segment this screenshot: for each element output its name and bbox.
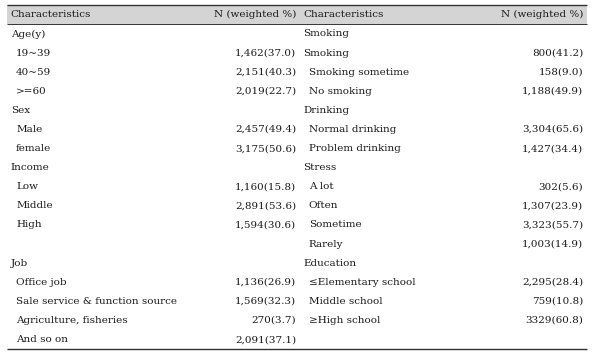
Text: Male: Male	[16, 125, 42, 134]
Text: 800(41.2): 800(41.2)	[532, 49, 583, 57]
Text: >=60: >=60	[16, 87, 47, 96]
Text: Drinking: Drinking	[304, 106, 350, 115]
Text: Characteristics: Characteristics	[304, 10, 384, 19]
Text: No smoking: No smoking	[309, 87, 372, 96]
Text: ≤Elementary school: ≤Elementary school	[309, 278, 415, 287]
Text: 2,457(49.4): 2,457(49.4)	[235, 125, 296, 134]
Text: Sometime: Sometime	[309, 220, 361, 230]
Text: Rarely: Rarely	[309, 240, 343, 249]
Text: Problem drinking: Problem drinking	[309, 144, 401, 153]
Text: 2,295(28.4): 2,295(28.4)	[522, 278, 583, 287]
Text: 1,569(32.3): 1,569(32.3)	[235, 297, 296, 306]
Text: Office job: Office job	[16, 278, 67, 287]
Text: Smoking: Smoking	[304, 30, 349, 38]
Text: Middle: Middle	[16, 201, 53, 210]
Text: High: High	[16, 220, 42, 230]
Text: Sale service & function source: Sale service & function source	[16, 297, 177, 306]
Text: 759(10.8): 759(10.8)	[532, 297, 583, 306]
Text: Sex: Sex	[11, 106, 30, 115]
Text: 1,307(23.9): 1,307(23.9)	[522, 201, 583, 210]
Text: 1,188(49.9): 1,188(49.9)	[522, 87, 583, 96]
Text: Middle school: Middle school	[309, 297, 383, 306]
Text: 3329(60.8): 3329(60.8)	[526, 316, 583, 325]
Text: 1,594(30.6): 1,594(30.6)	[235, 220, 296, 230]
Text: 2,151(40.3): 2,151(40.3)	[235, 68, 296, 77]
Text: 1,160(15.8): 1,160(15.8)	[235, 182, 296, 191]
Text: Smoking: Smoking	[304, 49, 349, 57]
Text: 1,427(34.4): 1,427(34.4)	[522, 144, 583, 153]
Text: N (weighted %): N (weighted %)	[501, 10, 583, 19]
Text: A lot: A lot	[309, 182, 333, 191]
Text: Age(y): Age(y)	[11, 29, 45, 38]
Text: Normal drinking: Normal drinking	[309, 125, 396, 134]
Text: And so on: And so on	[16, 335, 68, 344]
Text: Characteristics: Characteristics	[11, 10, 91, 19]
Text: 3,175(50.6): 3,175(50.6)	[235, 144, 296, 153]
Text: 1,003(14.9): 1,003(14.9)	[522, 240, 583, 249]
Text: 19~39: 19~39	[16, 49, 51, 57]
Text: 158(9.0): 158(9.0)	[539, 68, 583, 77]
Bar	[7, 5, 587, 24]
Text: 3,323(55.7): 3,323(55.7)	[522, 220, 583, 230]
Text: Job: Job	[11, 259, 28, 268]
Text: 1,136(26.9): 1,136(26.9)	[235, 278, 296, 287]
Text: ≥High school: ≥High school	[309, 316, 380, 325]
Text: 3,304(65.6): 3,304(65.6)	[522, 125, 583, 134]
Text: Low: Low	[16, 182, 38, 191]
Text: 1,462(37.0): 1,462(37.0)	[235, 49, 296, 57]
Text: Agriculture, fisheries: Agriculture, fisheries	[16, 316, 128, 325]
Text: Education: Education	[304, 259, 356, 268]
Text: 2,891(53.6): 2,891(53.6)	[235, 201, 296, 210]
Text: N (weighted %): N (weighted %)	[214, 10, 296, 19]
Text: 40~59: 40~59	[16, 68, 51, 77]
Text: Income: Income	[11, 163, 49, 172]
Text: female: female	[16, 144, 51, 153]
Text: 2,091(37.1): 2,091(37.1)	[235, 335, 296, 344]
Text: Smoking sometime: Smoking sometime	[309, 68, 409, 77]
Text: Stress: Stress	[304, 163, 337, 172]
Text: Often: Often	[309, 201, 339, 210]
Text: 2,019(22.7): 2,019(22.7)	[235, 87, 296, 96]
Text: 302(5.6): 302(5.6)	[539, 182, 583, 191]
Text: 270(3.7): 270(3.7)	[252, 316, 296, 325]
